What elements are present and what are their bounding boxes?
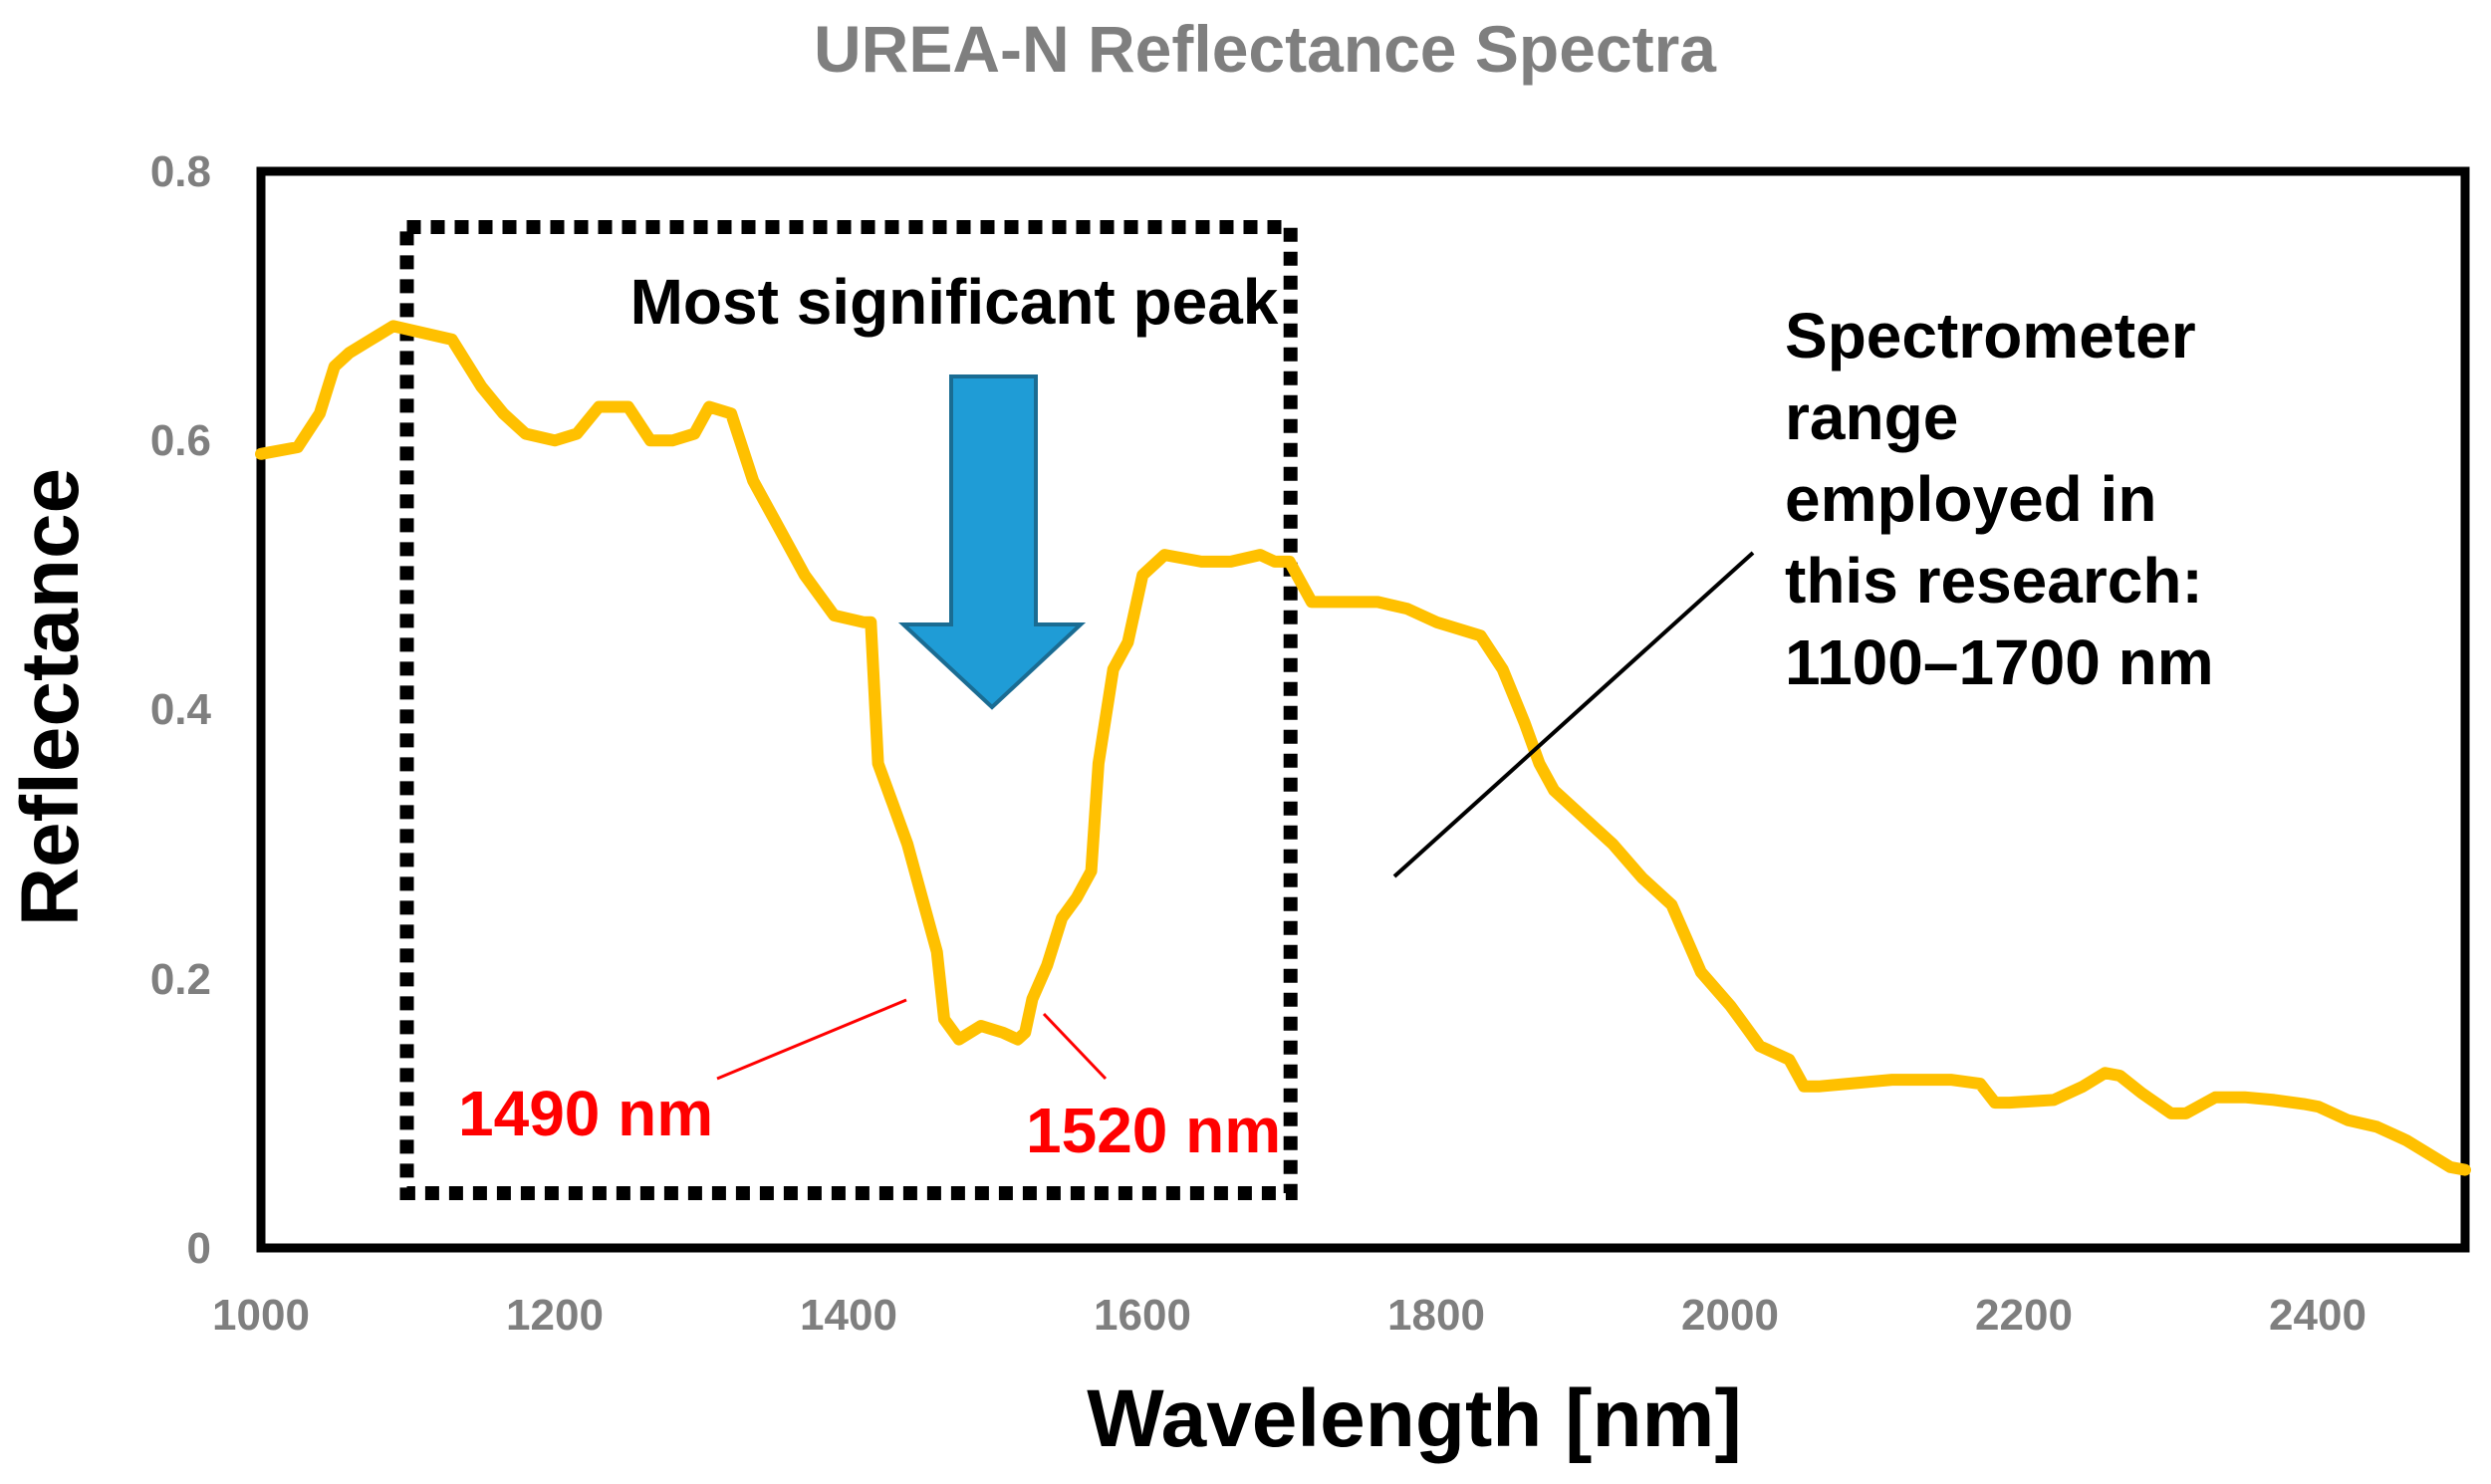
y-tick-label: 0.8 <box>150 147 211 196</box>
spectrometer-annotation: Spectrometer range employed in this rese… <box>1785 300 2214 698</box>
spectrometer-line: 1100–1700 nm <box>1785 626 2214 698</box>
marker-1490-leader-line <box>716 998 907 1081</box>
peak-down-arrow-icon <box>897 374 1087 710</box>
x-tick-label: 2000 <box>1681 1291 1779 1340</box>
y-tick-label: 0.2 <box>150 955 211 1004</box>
peak-annotation: Most significant peak <box>630 266 1279 338</box>
x-tick-label: 2200 <box>1975 1291 2073 1340</box>
y-tick-group: 0 0.2 0.4 0.6 0.8 <box>150 147 212 1273</box>
x-tick-label: 2400 <box>2269 1291 2366 1340</box>
spectrometer-line: Spectrometer <box>1785 300 2196 371</box>
x-tick-label: 1000 <box>212 1291 310 1340</box>
spectrometer-range-box <box>399 220 1298 1200</box>
x-tick-label: 1800 <box>1387 1291 1485 1340</box>
y-tick-label: 0.4 <box>150 685 212 734</box>
x-tick-group: 1000 1200 1400 1600 1800 2000 2200 2400 <box>212 1291 2366 1340</box>
x-axis-label: Wavelength [nm] <box>1087 1373 1742 1464</box>
x-tick-label: 1600 <box>1094 1291 1191 1340</box>
marker-1520-leader-line <box>1042 1012 1108 1081</box>
spectrometer-line: this research: <box>1785 545 2203 617</box>
spectrometer-line: employed in <box>1785 463 2156 535</box>
y-tick-label: 0.6 <box>150 416 211 465</box>
series-line-urea-n <box>255 320 2471 1176</box>
spectrometer-line: range <box>1785 381 1958 453</box>
y-axis-label: Reflectance <box>5 468 96 926</box>
spectrometer-leader-line <box>1392 551 1755 878</box>
marker-1520-label: 1520 nm <box>1026 1095 1281 1166</box>
plot-area-frame <box>256 166 2470 1253</box>
y-tick-label: 0 <box>187 1224 211 1273</box>
chart-title: UREA-N Reflectance Spectra <box>814 12 1717 86</box>
x-tick-label: 1400 <box>800 1291 897 1340</box>
x-tick-label: 1200 <box>506 1291 604 1340</box>
marker-1490-label: 1490 nm <box>458 1078 713 1149</box>
